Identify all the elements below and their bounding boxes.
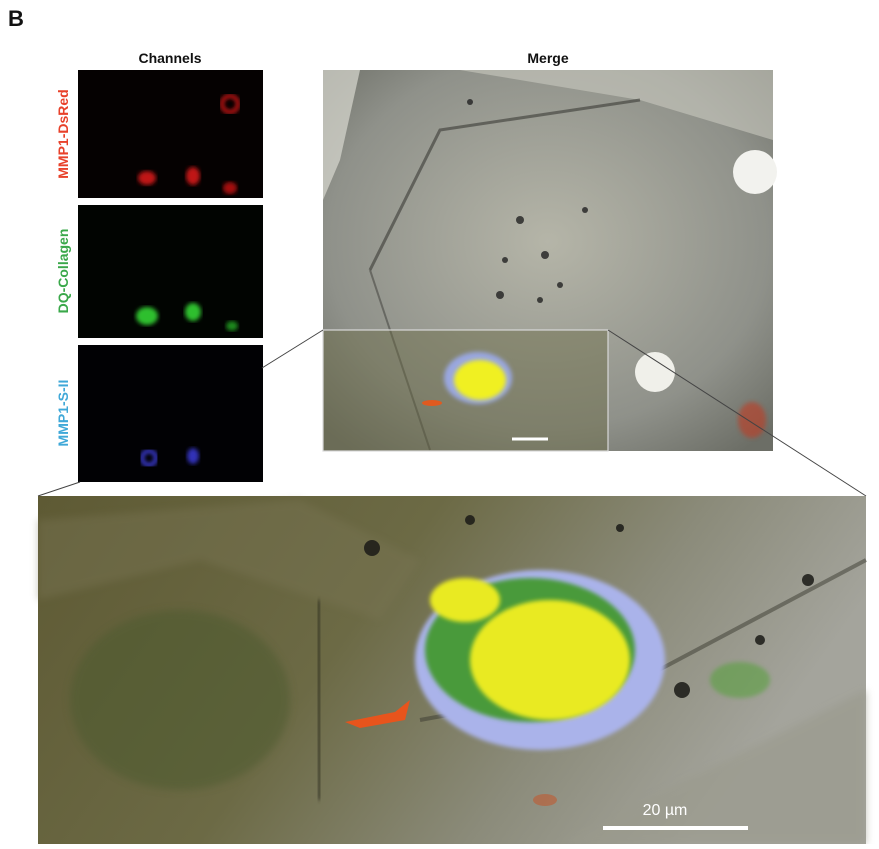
merge-image	[323, 70, 777, 451]
scale-bar-label: 20 µm	[643, 802, 688, 819]
figure: B Channels Merge MMP1-DsRed DQ-Collagen …	[0, 0, 879, 844]
connector-line	[38, 482, 80, 496]
zoom-image: 20 µm	[38, 496, 866, 844]
channel-red-image	[78, 70, 263, 198]
channel-label: MMP1-DsRed	[55, 89, 71, 178]
channel-label: DQ-Collagen	[55, 229, 71, 314]
panel-label: B	[8, 6, 24, 31]
channel-label: MMP1-S-II	[55, 380, 71, 447]
merge-title: Merge	[527, 50, 568, 66]
channels-title: Channels	[138, 50, 201, 66]
channel-blue-image	[78, 345, 263, 482]
channel-green-image	[78, 205, 263, 338]
connector-line	[262, 330, 323, 368]
